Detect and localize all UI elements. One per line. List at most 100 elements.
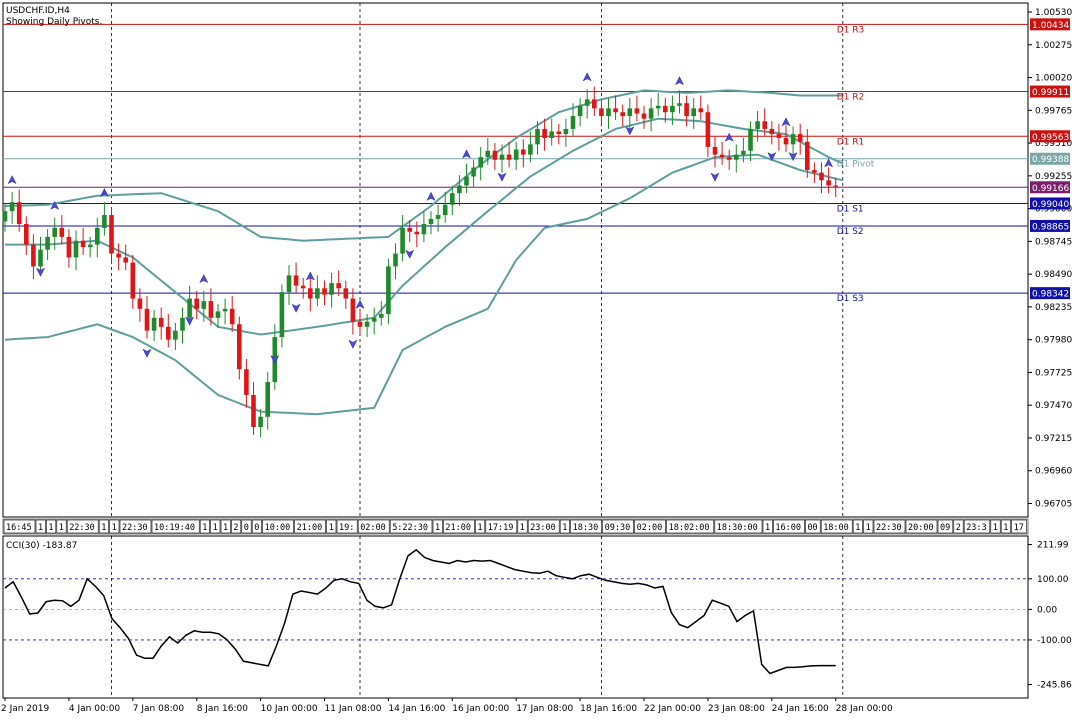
fractal-up-marker bbox=[50, 200, 60, 210]
time-strip-box bbox=[336, 519, 358, 534]
time-strip: 16:45 1 1 1 22:30 1 1 22:30 10:19:40 1 1 1 2 0 0 10:00 2… bbox=[2, 518, 1029, 535]
candle-body bbox=[151, 317, 157, 331]
candle bbox=[350, 288, 356, 335]
candle-body bbox=[826, 180, 831, 186]
candle bbox=[329, 272, 334, 308]
time-strip-item: 18:02:00 bbox=[666, 519, 715, 534]
time-strip-item: 22:30 bbox=[119, 519, 152, 534]
time-strip-label: 1 bbox=[101, 523, 106, 533]
time-strip-label: 1 bbox=[329, 523, 334, 533]
candle-body bbox=[173, 330, 178, 340]
candle bbox=[322, 280, 327, 305]
time-strip-item: 22:30 bbox=[66, 519, 99, 534]
candle-body bbox=[670, 105, 675, 113]
time-strip-label: 22:30 bbox=[876, 523, 902, 533]
candle-body bbox=[393, 253, 398, 267]
candle bbox=[137, 288, 143, 322]
candle-body bbox=[790, 134, 796, 145]
candle-body bbox=[73, 240, 79, 258]
candle-body bbox=[641, 113, 647, 119]
candle bbox=[38, 236, 43, 275]
time-strip-box bbox=[109, 519, 120, 534]
time-strip-label: 1 bbox=[993, 523, 998, 533]
time-strip-item: 1 bbox=[762, 519, 773, 534]
candle bbox=[521, 139, 526, 168]
price-tick-label: 1.00530 bbox=[1035, 8, 1072, 18]
candle-body bbox=[244, 369, 249, 395]
candle-body bbox=[648, 108, 654, 119]
time-strip-item: 16:45 bbox=[3, 519, 36, 534]
time-strip-box bbox=[46, 519, 57, 534]
time-strip-label: 5:22:30 bbox=[392, 523, 428, 533]
candle bbox=[485, 137, 491, 165]
time-tick-label: 24 Jan 16:00 bbox=[772, 704, 829, 714]
candle bbox=[471, 159, 476, 187]
candle bbox=[655, 92, 661, 117]
candle bbox=[16, 189, 22, 232]
candle bbox=[95, 217, 100, 258]
candle-body bbox=[528, 144, 533, 155]
symbol-label: USDCHF.ID,H4 bbox=[6, 6, 70, 16]
fractal-up-marker bbox=[674, 76, 685, 86]
candle-body bbox=[386, 266, 391, 314]
time-strip-box bbox=[820, 519, 853, 534]
pivot-label: D1 Pivot bbox=[837, 160, 875, 170]
pivots-note: Showing Daily Pivots. bbox=[6, 17, 102, 27]
candle-body bbox=[87, 244, 93, 248]
candle-body bbox=[485, 150, 491, 158]
time-strip-box bbox=[220, 519, 231, 534]
candle bbox=[577, 98, 583, 127]
time-strip-box bbox=[475, 519, 486, 534]
candle-body bbox=[343, 288, 349, 299]
candle bbox=[833, 177, 838, 198]
time-strip-item: 1 bbox=[46, 519, 57, 534]
candle bbox=[556, 123, 562, 145]
candle-body bbox=[478, 157, 483, 168]
candle-body bbox=[80, 240, 86, 248]
time-strip-label: 1 bbox=[855, 523, 860, 533]
candle-body bbox=[329, 283, 334, 295]
time-tick-label: 7 Jan 08:00 bbox=[133, 704, 185, 714]
price-tick-label: 0.97980 bbox=[1035, 336, 1072, 346]
candle bbox=[265, 371, 270, 430]
price-tag-text: 0.99040 bbox=[1032, 200, 1069, 210]
candle bbox=[59, 215, 65, 245]
fractal-down-marker bbox=[270, 355, 280, 365]
time-strip-box bbox=[432, 519, 443, 534]
candle-body bbox=[222, 308, 228, 312]
candle bbox=[719, 141, 725, 165]
candle bbox=[237, 316, 242, 380]
candle-body bbox=[435, 215, 441, 219]
time-strip-box bbox=[602, 519, 634, 534]
time-strip-item: 1 bbox=[326, 519, 337, 534]
candle-body bbox=[606, 108, 611, 117]
candle bbox=[748, 121, 753, 162]
cci-panel[interactable] bbox=[2, 535, 1029, 699]
fractal-up-marker bbox=[824, 158, 834, 168]
candle-body bbox=[698, 108, 704, 113]
candle-body bbox=[208, 301, 214, 318]
time-strip-label: 1 bbox=[48, 523, 53, 533]
price-tick-label: 0.97725 bbox=[1035, 368, 1072, 378]
time-strip-item: 1 bbox=[1000, 519, 1011, 534]
time-strip-box bbox=[199, 519, 210, 534]
price-tick-label: 0.98490 bbox=[1035, 270, 1072, 280]
candle-body bbox=[577, 105, 583, 117]
candle-body bbox=[563, 128, 569, 135]
candle-body bbox=[215, 311, 221, 318]
time-strip-box bbox=[210, 519, 221, 534]
time-strip-item: 17:19 bbox=[485, 519, 518, 534]
time-strip-box bbox=[294, 519, 326, 534]
cci-title: CCI(30) -183.87 bbox=[6, 541, 77, 551]
time-strip-box bbox=[666, 519, 715, 534]
candle bbox=[80, 227, 86, 255]
time-strip-item: 1 bbox=[475, 519, 486, 534]
time-strip-label: 1 bbox=[765, 523, 770, 533]
candle-body bbox=[45, 236, 50, 250]
time-strip-item: 18:30 bbox=[570, 519, 602, 534]
candle bbox=[712, 136, 718, 168]
candle-body bbox=[734, 154, 739, 160]
time-strip-box bbox=[119, 519, 152, 534]
candles bbox=[2, 86, 838, 438]
